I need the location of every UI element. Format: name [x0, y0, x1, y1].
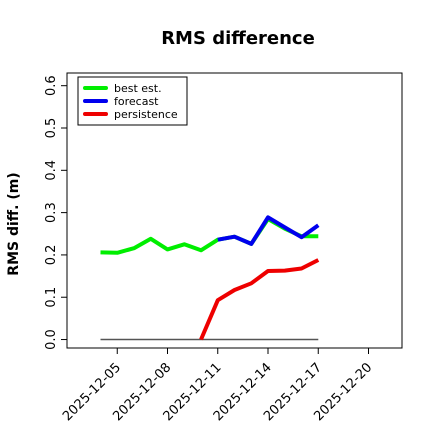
- series-lines: [100, 215, 320, 341]
- chart-title: RMS difference: [161, 28, 315, 49]
- y-axis-label: RMS diff. (m): [6, 172, 22, 275]
- legend: best est. forecast persistence: [77, 76, 188, 126]
- y-tick-label: 0.1: [44, 287, 59, 308]
- legend-label-forecast: forecast: [114, 95, 159, 108]
- series-line-forecast: [217, 215, 320, 246]
- y-axis-ticks: 0.0 0.1 0.2 0.3 0.4 0.5 0.6: [44, 75, 67, 350]
- y-tick-label: 0.0: [44, 329, 59, 350]
- legend-label-persistence: persistence: [114, 108, 178, 121]
- plot-frame: [66, 72, 403, 349]
- legend-label-best-est: best est.: [114, 82, 162, 95]
- y-tick-label: 0.2: [44, 245, 59, 266]
- series-line-best-est: [100, 217, 319, 255]
- y-tick-label: 0.4: [44, 160, 59, 181]
- y-tick-label: 0.3: [44, 202, 59, 223]
- x-axis-ticks: 2025-12-052025-12-082025-12-112025-12-14…: [60, 348, 375, 424]
- y-tick-label: 0.5: [44, 118, 59, 139]
- y-tick-label: 0.6: [44, 75, 59, 96]
- series-line-persistence: [199, 258, 320, 341]
